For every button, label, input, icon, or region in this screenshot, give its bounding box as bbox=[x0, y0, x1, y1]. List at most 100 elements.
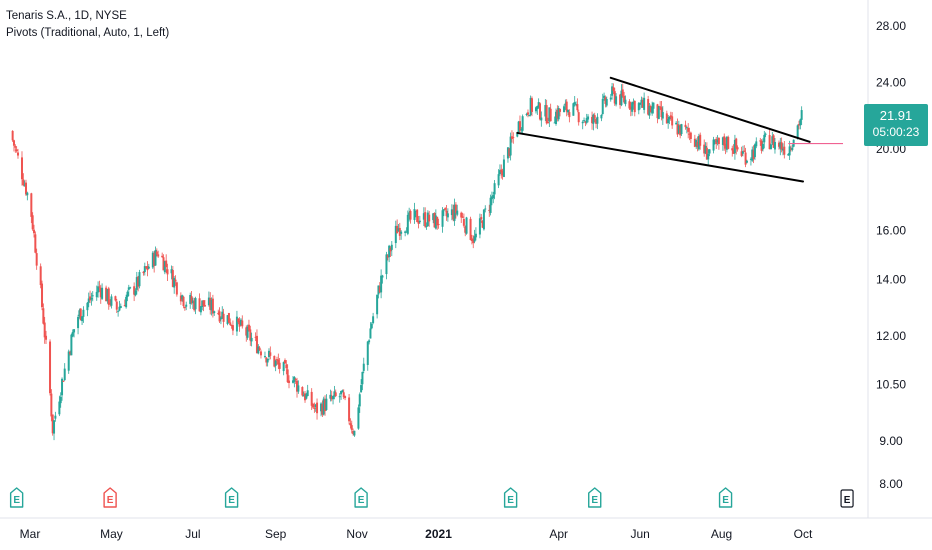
earnings-icon[interactable]: E bbox=[840, 489, 854, 508]
candle-body bbox=[54, 415, 57, 419]
candle-body bbox=[703, 144, 706, 154]
candle-body bbox=[348, 397, 351, 422]
candle-body bbox=[87, 298, 90, 303]
candle-body bbox=[394, 225, 397, 244]
candle-body bbox=[502, 159, 505, 177]
candle-body bbox=[297, 385, 300, 392]
candle-body bbox=[397, 228, 400, 232]
candle-body bbox=[142, 271, 145, 274]
candle-body bbox=[760, 140, 763, 151]
candle-body bbox=[222, 313, 225, 322]
candle-body bbox=[768, 135, 771, 150]
candle-body bbox=[110, 296, 113, 306]
candle-body bbox=[255, 335, 258, 354]
candle-body bbox=[62, 380, 65, 382]
candle-body bbox=[338, 396, 341, 398]
candle-body bbox=[637, 103, 640, 111]
earnings-icon[interactable]: E bbox=[103, 487, 117, 508]
candle-body bbox=[45, 335, 48, 340]
candle-body bbox=[324, 399, 327, 412]
candle-body bbox=[146, 266, 149, 271]
candle-body bbox=[259, 351, 262, 356]
candle-body bbox=[735, 138, 738, 149]
candle-body bbox=[512, 137, 515, 139]
candle-body bbox=[596, 116, 599, 124]
candle-body bbox=[526, 112, 529, 115]
candle-body bbox=[783, 146, 786, 155]
candle-body bbox=[388, 245, 391, 258]
candle-body bbox=[266, 358, 269, 363]
candle-body bbox=[340, 390, 343, 395]
candle-body bbox=[545, 105, 548, 124]
candle-body bbox=[796, 125, 799, 138]
candle-body bbox=[185, 304, 188, 307]
candle-body bbox=[273, 355, 276, 367]
candle-body bbox=[549, 108, 552, 122]
candle-body bbox=[763, 134, 766, 143]
candle-body bbox=[416, 209, 419, 223]
earnings-icon[interactable]: E bbox=[588, 487, 602, 508]
candle-body bbox=[469, 218, 472, 240]
earnings-icon[interactable]: E bbox=[224, 487, 239, 508]
candle-body bbox=[378, 286, 381, 293]
candle-body bbox=[237, 318, 240, 323]
candle-body bbox=[613, 91, 616, 104]
candle-body bbox=[428, 214, 431, 222]
earnings-icon[interactable]: E bbox=[354, 487, 368, 508]
candle-body bbox=[207, 297, 210, 306]
indicator-title[interactable]: Pivots (Traditional, Auto, 1, Left) bbox=[6, 27, 170, 39]
candle-body bbox=[161, 255, 164, 258]
candle-body bbox=[265, 357, 268, 363]
trendline-upper[interactable] bbox=[609, 76, 811, 143]
candle-body bbox=[70, 334, 73, 356]
candle-body bbox=[643, 97, 646, 110]
candle-body bbox=[751, 149, 754, 161]
candle-body bbox=[725, 136, 728, 150]
candle-body bbox=[508, 148, 511, 157]
candle-body bbox=[316, 402, 319, 414]
candle-body bbox=[713, 140, 716, 142]
candle-body bbox=[334, 392, 337, 397]
candle-body bbox=[716, 139, 719, 143]
candle-body bbox=[296, 380, 299, 392]
candle-body bbox=[676, 124, 679, 135]
candle-body bbox=[497, 174, 500, 186]
candle-body bbox=[518, 121, 521, 131]
candle-body bbox=[390, 244, 393, 250]
svg-text:E: E bbox=[107, 495, 114, 506]
candle-body bbox=[162, 257, 165, 271]
candle-body bbox=[745, 160, 748, 163]
candle-body bbox=[799, 119, 802, 126]
candle-body bbox=[538, 103, 541, 120]
candle-body bbox=[575, 104, 578, 106]
symbol-title[interactable]: Tenaris S.A., 1D, NYSE bbox=[6, 10, 127, 22]
candle-body bbox=[191, 300, 194, 304]
candle-body bbox=[609, 97, 612, 100]
candle-body bbox=[413, 209, 416, 220]
candle-body bbox=[95, 291, 98, 298]
candle-body bbox=[246, 326, 249, 338]
earnings-icon[interactable]: E bbox=[503, 487, 518, 508]
earnings-icon[interactable]: E bbox=[718, 487, 733, 508]
candle-body bbox=[210, 299, 213, 311]
candle-body bbox=[712, 139, 715, 151]
candle-body bbox=[444, 208, 447, 210]
time-axis[interactable]: Mar May Jul Sep Nov 2021 Apr Jun Aug Oct bbox=[20, 527, 813, 541]
candle-body bbox=[23, 184, 26, 186]
trendline-lower[interactable] bbox=[516, 131, 804, 183]
candle-body bbox=[77, 316, 80, 329]
candle-body bbox=[154, 250, 157, 266]
earnings-icon[interactable]: E bbox=[9, 487, 24, 508]
candle-body bbox=[621, 89, 624, 96]
candle-body bbox=[584, 121, 587, 123]
candle-body bbox=[764, 133, 767, 135]
candle-body bbox=[525, 113, 528, 115]
candle-body bbox=[235, 316, 238, 332]
candle-body bbox=[432, 213, 435, 221]
candle-body bbox=[173, 278, 176, 288]
candle-body bbox=[615, 96, 618, 105]
candle-body bbox=[481, 221, 484, 228]
price-axis[interactable]: 28.0024.0020.0016.0014.0012.0010.509.008… bbox=[876, 19, 906, 491]
candle-body bbox=[671, 116, 674, 126]
